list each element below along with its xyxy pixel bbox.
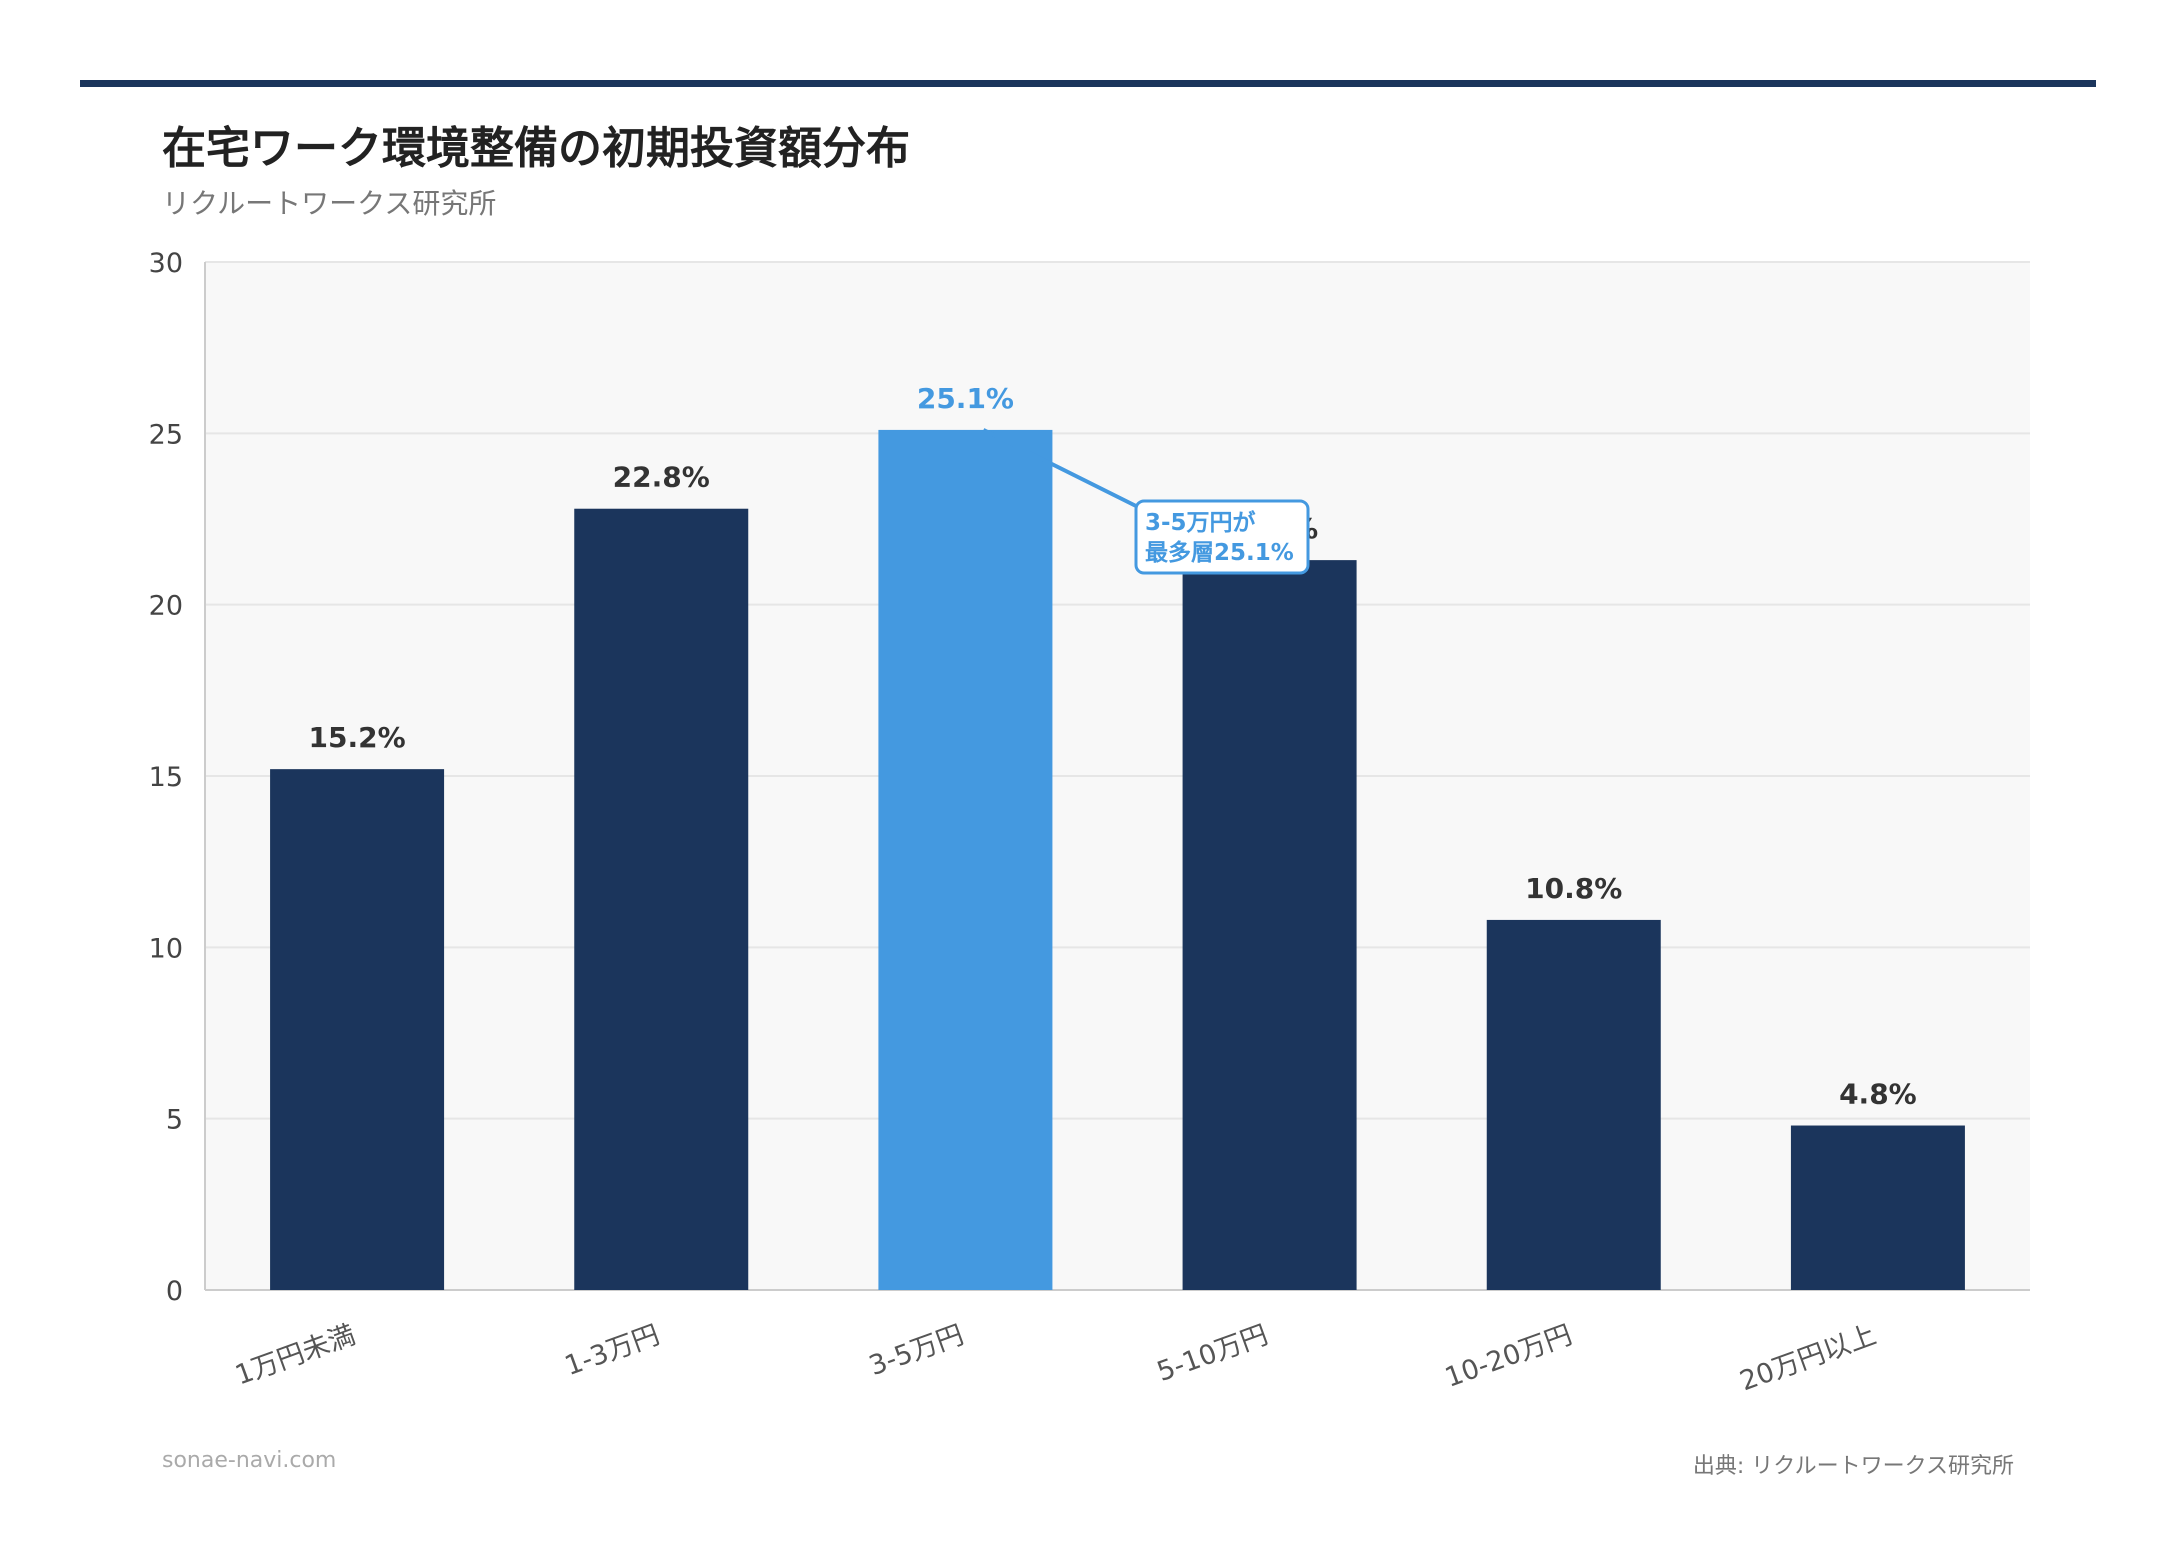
value-label-6: 4.8% (1839, 1078, 1917, 1111)
y-tick-label: 15 (149, 762, 183, 793)
x-tick-label: 5-10万円 (1153, 1319, 1272, 1388)
x-tick-label: 10-20万円 (1441, 1319, 1576, 1393)
annotation-leader-line (982, 428, 1137, 508)
bar-1 (270, 769, 445, 1290)
y-tick-label: 5 (166, 1105, 183, 1136)
annotation-line-1: 3-5万円が (1145, 509, 1256, 536)
footer-source: 出典: リクルートワークス研究所 (1692, 1454, 2014, 1479)
bar-4 (1182, 560, 1357, 1290)
x-tick-label: 1-3万円 (561, 1319, 664, 1382)
chart-subtitle: リクルートワークス研究所 (162, 187, 497, 220)
footer-site: sonae-navi.com (162, 1448, 337, 1473)
chart-title: 在宅ワーク環境整備の初期投資額分布 (162, 123, 910, 174)
y-tick-label: 20 (149, 591, 183, 622)
annotation-box (1134, 499, 1310, 575)
y-tick-label: 30 (149, 248, 183, 279)
value-label-2: 22.8% (613, 461, 710, 494)
annotation-line-2: 最多層25.1% (1145, 539, 1294, 566)
y-tick-label: 10 (149, 933, 183, 964)
x-tick-label: 1万円未満 (231, 1319, 359, 1391)
value-label-5: 10.8% (1525, 872, 1622, 905)
x-tick-label: 20万円以上 (1736, 1319, 1880, 1397)
y-tick-label: 25 (149, 419, 183, 450)
value-label-1: 15.2% (309, 721, 406, 754)
bar-2 (574, 508, 749, 1291)
y-tick-label: 0 (166, 1276, 183, 1307)
value-label-3: 25.1% (917, 382, 1014, 415)
bar-6 (1790, 1125, 1965, 1290)
bar-3 (878, 429, 1053, 1290)
x-tick-label: 3-5万円 (865, 1319, 968, 1382)
top-rule (80, 80, 2096, 87)
bar-5 (1486, 919, 1661, 1290)
